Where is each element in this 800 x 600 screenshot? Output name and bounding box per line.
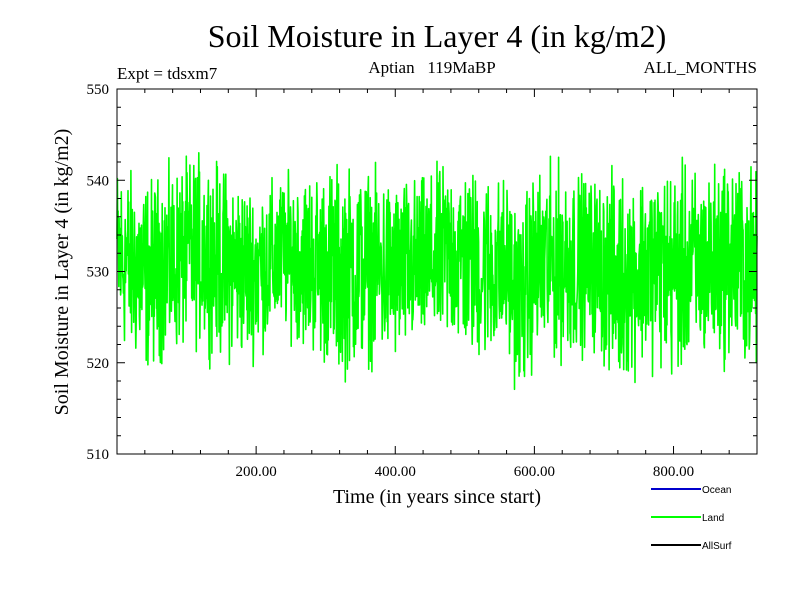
chart-title: Soil Moisture in Layer 4 (in kg/m2) <box>208 18 667 54</box>
x-axis-label: Time (in years since start) <box>333 486 541 508</box>
y-tick-label: 550 <box>87 82 110 98</box>
x-tick-label: 400.00 <box>375 464 416 480</box>
x-tick-label: 600.00 <box>514 464 555 480</box>
subtitle-right: ALL_MONTHS <box>644 58 757 77</box>
plot-series <box>116 152 758 391</box>
y-axis: 510 520 530 540 550 <box>87 82 757 463</box>
series-line-land <box>116 152 758 391</box>
y-axis-label: Soil Moisture in Layer 4 (in kg/m2) <box>51 129 73 416</box>
x-tick-label: 800.00 <box>653 464 694 480</box>
legend-label-land: Land <box>702 513 724 524</box>
y-tick-label: 510 <box>87 447 110 463</box>
legend-label-allsurf: AllSurf <box>702 541 732 552</box>
y-tick-label: 520 <box>87 356 110 372</box>
legend: Ocean Land AllSurf <box>651 485 732 552</box>
legend-label-ocean: Ocean <box>702 485 731 496</box>
subtitle-left: Expt = tdsxm7 <box>117 64 218 83</box>
x-axis: 200.00 400.00 600.00 800.00 <box>144 89 730 480</box>
x-tick-label: 200.00 <box>236 464 277 480</box>
y-tick-label: 540 <box>87 173 110 189</box>
subtitle-center: Aptian 119MaBP <box>368 58 495 77</box>
y-tick-label: 530 <box>87 265 110 281</box>
